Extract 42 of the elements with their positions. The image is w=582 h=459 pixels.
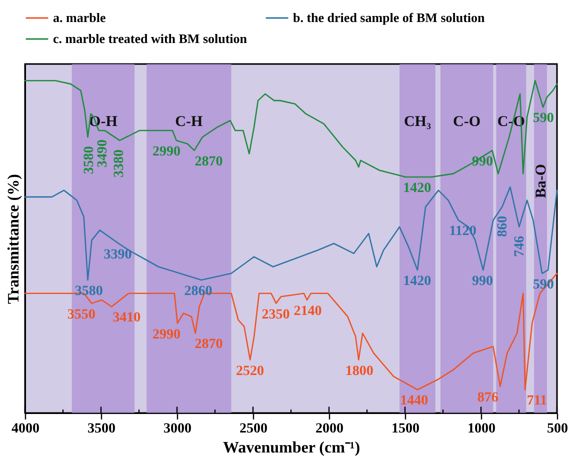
x-tick-label: 1000 bbox=[468, 422, 496, 436]
annotation: 2860 bbox=[184, 284, 212, 300]
y-axis-title: Transmittance (%) bbox=[6, 174, 22, 304]
x-tick-label: 4000 bbox=[12, 422, 40, 436]
annotation: 3550 bbox=[67, 307, 96, 322]
annotation: 876 bbox=[477, 390, 498, 406]
annotation: 990 bbox=[472, 274, 494, 290]
annotation: 711 bbox=[526, 394, 548, 409]
annotation: 860 bbox=[495, 216, 510, 237]
annotation: 3390 bbox=[104, 247, 132, 262]
annotation: 1420 bbox=[403, 181, 432, 196]
annotation: 3580 bbox=[82, 146, 97, 174]
annotation: 2870 bbox=[194, 337, 223, 352]
annotation: 1440 bbox=[400, 394, 428, 409]
band-label: C-O bbox=[453, 114, 481, 130]
annotation: 3410 bbox=[112, 310, 141, 326]
legend-label: a. marble bbox=[53, 10, 106, 25]
annotation: 746 bbox=[512, 236, 528, 257]
annotation: 1800 bbox=[345, 364, 374, 379]
x-tick-label: 2000 bbox=[316, 422, 344, 436]
annotation: 2350 bbox=[262, 307, 290, 322]
x-tick-label: 2500 bbox=[240, 422, 268, 436]
annotation: 590 bbox=[532, 111, 554, 126]
annotation: 3490 bbox=[96, 139, 111, 168]
annotation: 2870 bbox=[194, 154, 223, 170]
band-label: CH₃ bbox=[404, 114, 432, 130]
annotation: 2990 bbox=[152, 144, 181, 160]
annotation: 1420 bbox=[403, 274, 432, 290]
x-axis-title: Wavenumber (cm⁻¹) bbox=[222, 440, 360, 456]
annotation: 2520 bbox=[236, 364, 264, 379]
band-label: C-H bbox=[175, 114, 204, 130]
annotation: 3380 bbox=[112, 149, 128, 178]
x-tick-label: 3500 bbox=[88, 422, 116, 436]
x-tick-label: 1500 bbox=[392, 422, 420, 436]
x-tick-label: 500 bbox=[547, 422, 568, 436]
legend-label: c. marble treated with BM solution bbox=[53, 31, 248, 46]
annotation: 3580 bbox=[74, 284, 103, 300]
x-tick-label: 3000 bbox=[164, 422, 192, 436]
annotation: 2140 bbox=[294, 304, 322, 319]
legend-label: b. the dried sample of BM solution bbox=[293, 10, 486, 25]
band-label: Ba-O bbox=[534, 164, 550, 198]
annotation: 2990 bbox=[152, 327, 181, 342]
